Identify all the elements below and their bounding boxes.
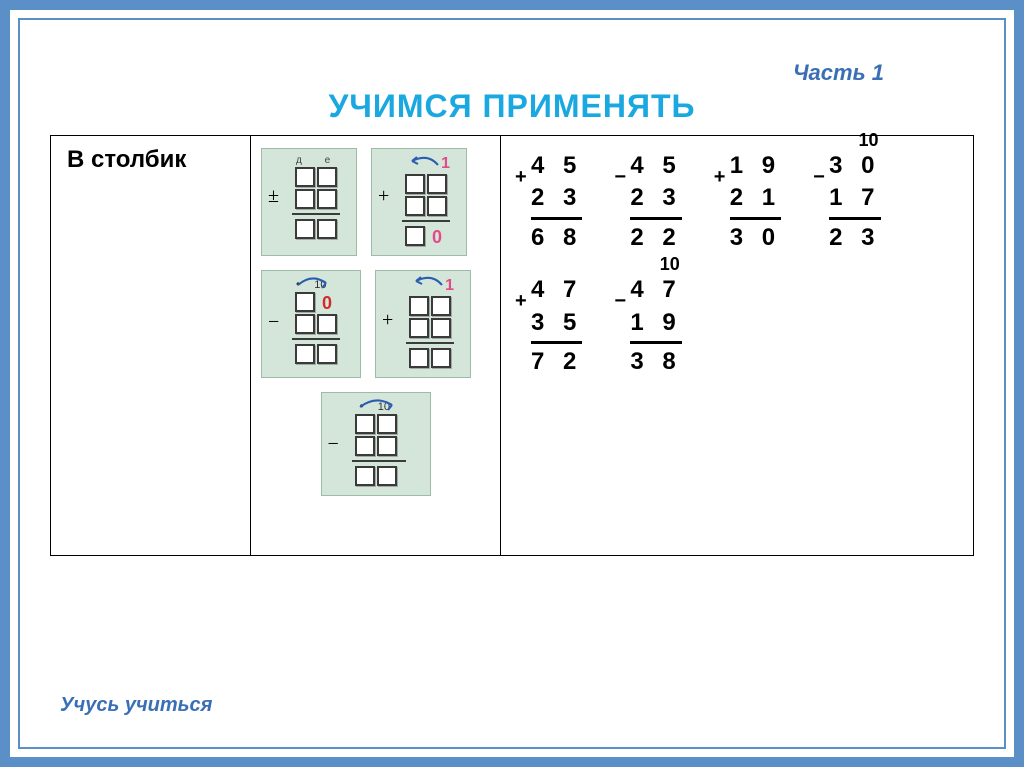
carry-label: 10 xyxy=(660,252,680,276)
operand-mid: 2 3 xyxy=(630,182,681,214)
worked-problem: 10−4 71 93 8 xyxy=(614,274,681,378)
frame-inner: Часть 1 УЧИМСЯ ПРИМЕНЯТЬ В столбик д е xyxy=(18,18,1006,749)
operand-mid: 1 9 xyxy=(630,307,681,339)
tens-units-label: д е xyxy=(296,155,348,166)
worked-problem: −4 52 3 2 2 xyxy=(614,150,681,254)
diagram-card: •10 − xyxy=(321,392,431,496)
operand-mid: 2 1 xyxy=(730,182,781,214)
diagram-card: 1 + xyxy=(375,270,471,378)
operation-sign: + xyxy=(515,288,527,315)
plus-sign: + xyxy=(382,309,393,332)
minus-sign: − xyxy=(328,433,339,456)
operand-mid: 3 5 xyxy=(531,307,582,339)
worked-problem: +4 52 3 6 8 xyxy=(515,150,582,254)
result: 3 8 xyxy=(630,346,681,378)
column-header: В столбик xyxy=(61,144,240,176)
col-examples: +4 52 36 8−4 52 32 2+1 92 13 010−3 01 72… xyxy=(501,136,974,556)
col-diagrams: д е ± 1 xyxy=(251,136,501,556)
arrow-icon xyxy=(404,153,444,169)
result-bar xyxy=(531,217,582,220)
zero-pink: 0 xyxy=(432,227,442,247)
operation-sign: − xyxy=(813,164,825,191)
operation-sign: + xyxy=(515,164,527,191)
page-title: УЧИМСЯ ПРИМЕНЯТЬ xyxy=(50,88,974,125)
result: 2 3 xyxy=(829,222,880,254)
worked-problem: +1 92 1 3 0 xyxy=(714,150,781,254)
operand-top: 4 7 xyxy=(531,274,582,306)
operand-top: 1 9 xyxy=(730,150,781,182)
examples-row: +4 73 57 210−4 71 93 8 xyxy=(515,274,959,378)
diagram-card: 1 + 0 xyxy=(371,148,467,256)
diagram-card: д е ± xyxy=(261,148,357,256)
operation-sign: − xyxy=(614,288,626,315)
frame-outer: Часть 1 УЧИМСЯ ПРИМЕНЯТЬ В столбик д е xyxy=(0,0,1024,767)
arrow-icon xyxy=(408,275,448,289)
examples-row: +4 52 36 8−4 52 32 2+1 92 13 010−3 01 72… xyxy=(515,150,959,254)
worked-problem: +4 73 5 7 2 xyxy=(515,274,582,378)
zero-red: 0 xyxy=(322,293,332,313)
minus-sign: − xyxy=(268,311,279,334)
operation-sign: + xyxy=(714,164,726,191)
result-bar xyxy=(829,217,880,220)
operand-mid: 1 7 xyxy=(829,182,880,214)
content-table: В столбик д е ± xyxy=(50,135,974,556)
result: 7 2 xyxy=(531,346,582,378)
arrow-icon xyxy=(292,275,332,289)
plus-sign: + xyxy=(378,185,389,208)
result-bar xyxy=(730,217,781,220)
col-label: В столбик xyxy=(51,136,251,556)
footer-text: Учусь учиться xyxy=(60,694,212,717)
carry-label: 10 xyxy=(858,128,878,152)
part-label: Часть 1 xyxy=(793,60,884,86)
diagram-card: •10 0 − xyxy=(261,270,361,378)
result-bar xyxy=(630,341,681,344)
operand-top: 3 0 xyxy=(829,150,880,182)
arrow-icon xyxy=(354,397,398,411)
result: 3 0 xyxy=(730,222,781,254)
result: 6 8 xyxy=(531,222,582,254)
result: 2 2 xyxy=(630,222,681,254)
operand-top: 4 7 xyxy=(630,274,681,306)
operation-sign: − xyxy=(614,164,626,191)
operand-top: 4 5 xyxy=(630,150,681,182)
result-bar xyxy=(531,341,582,344)
pm-sign: ± xyxy=(268,185,279,208)
operand-top: 4 5 xyxy=(531,150,582,182)
operand-mid: 2 3 xyxy=(531,182,582,214)
result-bar xyxy=(630,217,681,220)
worked-problem: 10−3 01 72 3 xyxy=(813,150,880,254)
